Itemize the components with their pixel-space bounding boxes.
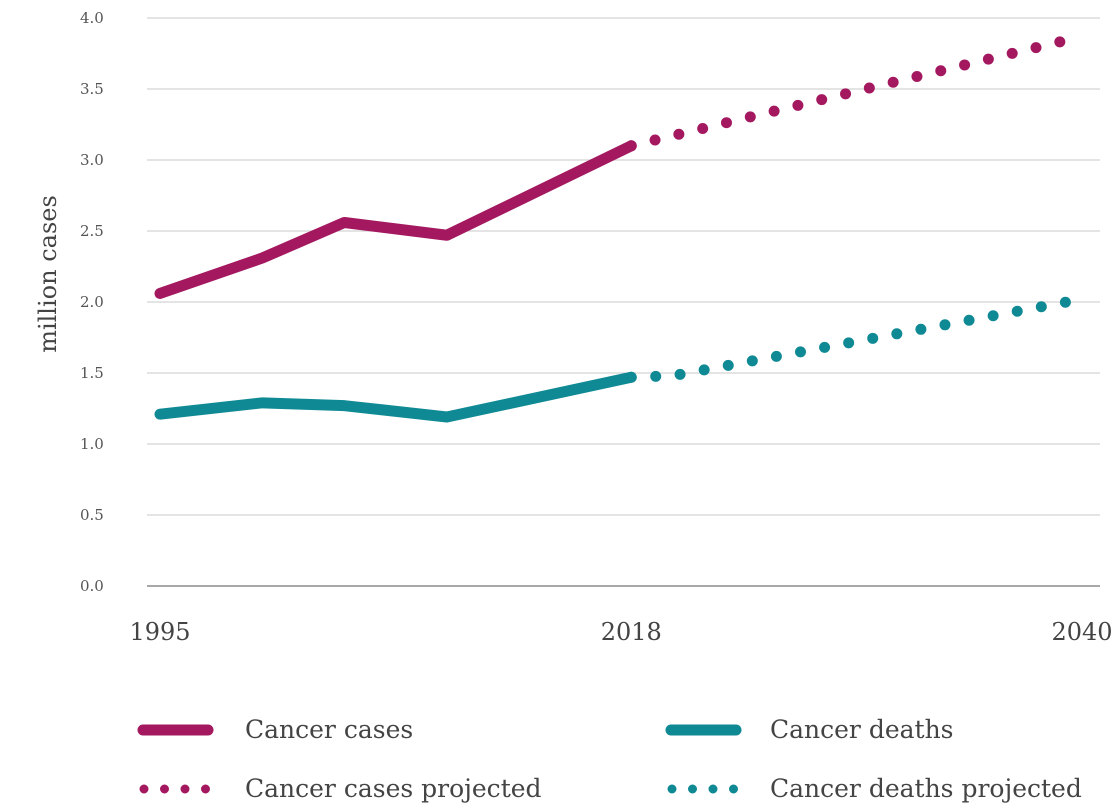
gridlines — [147, 17, 1100, 587]
y-tick-label: 4.0 — [80, 9, 104, 27]
y-axis-label: million cases — [34, 195, 62, 353]
x-tick-label: 2018 — [601, 618, 662, 646]
y-tick-label: 3.5 — [80, 80, 104, 98]
legend-item-deaths: Cancer deaths — [665, 715, 954, 744]
series-line-cancer-cases — [154, 140, 637, 299]
legend-item-cases-projected: Cancer cases projected — [139, 774, 542, 803]
y-tick-label: 0.5 — [80, 506, 104, 524]
legend-label-deaths-projected: Cancer deaths projected — [770, 774, 1082, 803]
y-tick-label: 1.5 — [80, 364, 104, 382]
y-tick-label: 0.0 — [80, 577, 104, 595]
legend-label-cases: Cancer cases — [245, 715, 413, 744]
legend-item-cases: Cancer cases — [137, 715, 413, 744]
y-tick-label: 1.0 — [80, 435, 104, 453]
x-tick-label: 2040 — [1051, 618, 1112, 646]
legend-item-deaths-projected: Cancer deaths projected — [667, 774, 1082, 803]
legend-label-deaths: Cancer deaths — [770, 715, 954, 744]
legend-label-cases-projected: Cancer cases projected — [245, 774, 542, 803]
legend: Cancer cases Cancer deaths Cancer cases … — [137, 715, 1082, 803]
y-tick-label: 2.5 — [80, 222, 104, 240]
series-lines — [154, 30, 1088, 423]
x-tick-labels: 1995 2018 2040 — [129, 618, 1112, 646]
series-line-cancer-deaths-projected — [625, 293, 1088, 383]
series-line-cancer-cases-projected — [625, 30, 1088, 152]
y-tick-label: 2.0 — [80, 293, 104, 311]
series-line-cancer-deaths — [154, 371, 637, 423]
y-tick-labels: 0.0 0.5 1.0 1.5 2.0 2.5 3.0 3.5 4.0 — [80, 9, 104, 595]
y-tick-label: 3.0 — [80, 151, 104, 169]
x-tick-label: 1995 — [129, 618, 190, 646]
